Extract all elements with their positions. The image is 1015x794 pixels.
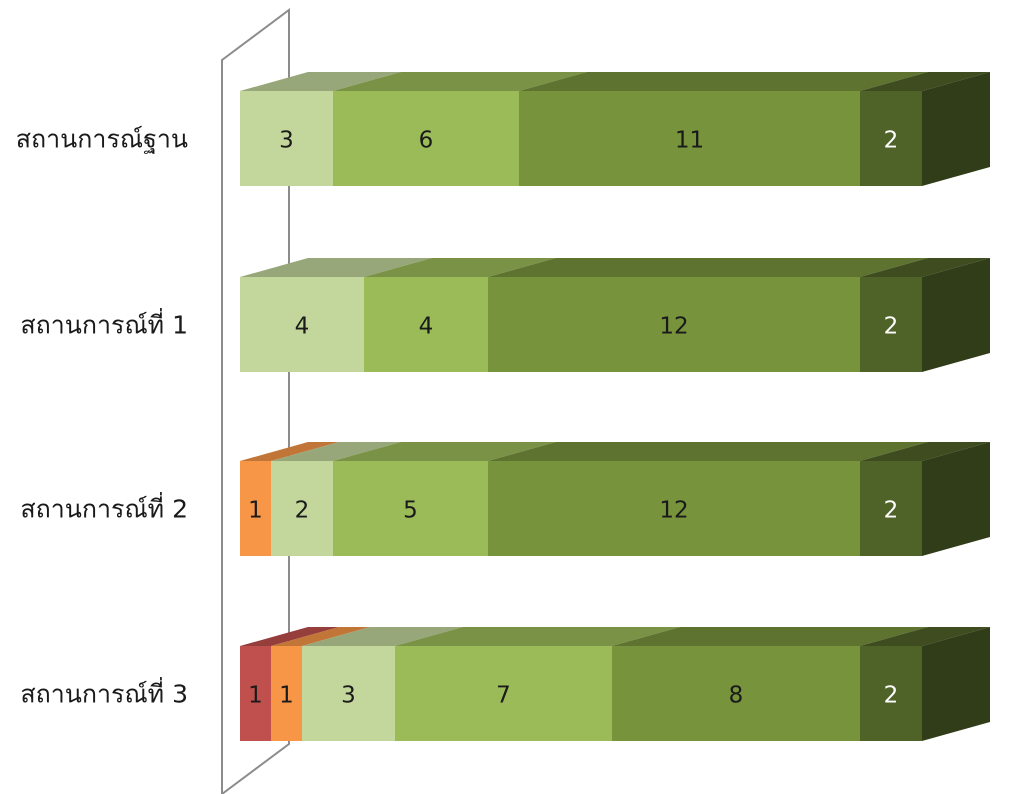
bar-segment-top	[860, 72, 990, 91]
bar-segment-front	[860, 461, 922, 556]
bar-segment-front	[271, 461, 333, 556]
data-label: 4	[295, 314, 310, 340]
bar-segment: 5	[333, 442, 556, 556]
bar-segment-front	[240, 91, 333, 186]
bar-segment-front	[860, 91, 922, 186]
data-label: 4	[419, 314, 434, 340]
data-label: 12	[659, 498, 688, 524]
bar-segment-front	[302, 646, 395, 741]
bar-segment-top	[860, 627, 990, 646]
bar-segment: 2	[271, 442, 401, 556]
bar-segment-front	[271, 646, 302, 741]
bar-segment: 8	[612, 627, 928, 741]
bar-segment-top	[240, 72, 401, 91]
chart-side-wall	[221, 8, 290, 794]
data-label: 12	[659, 314, 688, 340]
data-label: 5	[403, 498, 418, 524]
bar-segment: 12	[488, 258, 928, 372]
bar-segment: 12	[488, 442, 928, 556]
data-label: 3	[341, 683, 356, 709]
bar-segment: 1	[240, 627, 339, 741]
bar-row: 4 4 12 2	[240, 258, 990, 372]
bar-segment: 2	[860, 627, 990, 741]
bar-segment: 7	[395, 627, 680, 741]
data-label: 2	[884, 498, 899, 524]
bar-segment-top	[364, 258, 556, 277]
bar-segment-front	[395, 646, 612, 741]
bar-segment-side	[922, 442, 990, 556]
bar-segment: 6	[333, 72, 587, 186]
bar-segment: 1	[240, 442, 339, 556]
bar-segment-top	[333, 72, 587, 91]
bar-segment-front	[333, 91, 519, 186]
data-label: 2	[884, 314, 899, 340]
bar-segment-top	[860, 258, 990, 277]
data-label: 2	[884, 128, 899, 154]
data-label: 1	[248, 683, 263, 709]
bar-segment: 2	[860, 258, 990, 372]
bar-segment: 3	[240, 72, 401, 186]
bar-segment-side	[922, 258, 990, 372]
category-label: สถานการณ์ฐาน	[16, 125, 188, 154]
data-label: 3	[279, 128, 294, 154]
bar-row: 3 6 11 2	[240, 72, 990, 186]
bar-segment-front	[488, 461, 860, 556]
axis-wall-outline	[221, 8, 290, 794]
bar-segment: 11	[519, 72, 928, 186]
bar-segment-front	[519, 91, 860, 186]
bar-segment-top	[240, 258, 432, 277]
data-label: 7	[496, 683, 511, 709]
data-label: 2	[884, 683, 899, 709]
bar-segment-top	[395, 627, 680, 646]
data-label: 1	[279, 683, 294, 709]
bar-segment: 1	[271, 627, 370, 741]
bar-rows: 3 6 11 24 4 12 21 2 5 12 21 1 3 7 8 2	[240, 72, 990, 741]
bar-segment: 4	[364, 258, 556, 372]
bar-segment-front	[612, 646, 860, 741]
bar-segment-top	[488, 442, 928, 461]
data-label: 1	[248, 498, 263, 524]
category-label: สถานการณ์ที่ 3	[20, 677, 188, 709]
bar-segment-top	[333, 442, 556, 461]
bar-segment-top	[271, 442, 401, 461]
bar-segment-front	[860, 646, 922, 741]
bar-segment-top	[271, 627, 370, 646]
data-label: 11	[675, 128, 704, 154]
category-label: สถานการณ์ที่ 2	[20, 492, 188, 524]
bar-segment: 2	[860, 442, 990, 556]
bar-segment: 2	[860, 72, 990, 186]
bar-row: 1 2 5 12 2	[240, 442, 990, 556]
bar-segment: 4	[240, 258, 432, 372]
bar-segment-side	[922, 627, 990, 741]
bar-segment-top	[240, 442, 339, 461]
bar-segment-top	[519, 72, 928, 91]
bar-segment-front	[860, 277, 922, 372]
bar-segment-top	[612, 627, 928, 646]
bar-segment-top	[488, 258, 928, 277]
bar-segment: 3	[302, 627, 463, 741]
bar-segment-front	[333, 461, 488, 556]
bar-segment-front	[240, 461, 271, 556]
bar-segment-front	[364, 277, 488, 372]
bar-segment-side	[922, 72, 990, 186]
data-label: 8	[729, 683, 744, 709]
data-label: 2	[295, 498, 310, 524]
bar-segment-front	[240, 277, 364, 372]
bar-segment-front	[240, 646, 271, 741]
bar-segment-front	[488, 277, 860, 372]
bar-segment-top	[240, 627, 339, 646]
bar-segment-top	[860, 442, 990, 461]
category-label: สถานการณ์ที่ 1	[20, 308, 188, 340]
bar-segment-top	[302, 627, 463, 646]
data-label: 6	[419, 128, 434, 154]
